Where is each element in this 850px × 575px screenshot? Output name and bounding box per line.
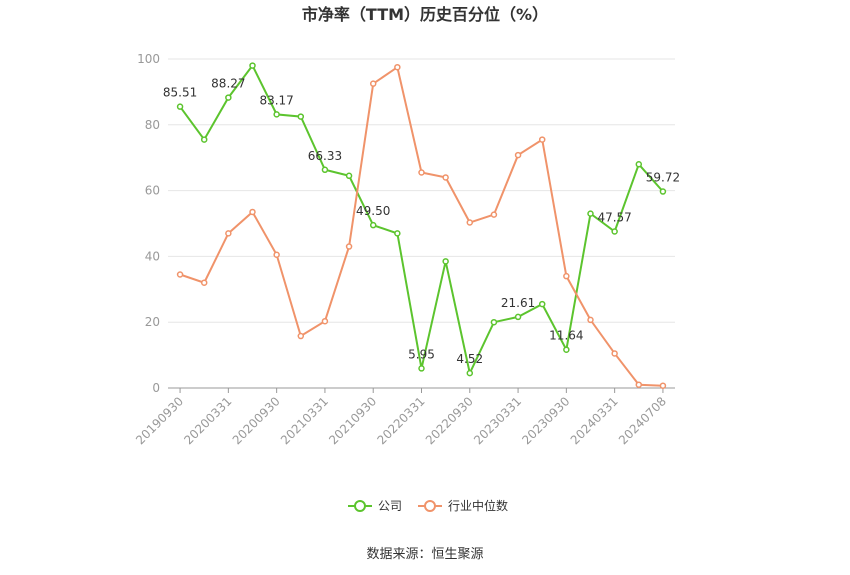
data-point: [659, 382, 667, 389]
data-label: 21.61: [501, 296, 535, 310]
chart-title: 市净率（TTM）历史百分位（%）: [302, 5, 548, 24]
data-point: [200, 279, 208, 286]
data-point: [200, 136, 208, 143]
data-point: [538, 136, 546, 143]
data-point: [345, 172, 353, 180]
data-point: [249, 208, 256, 216]
data-point: [490, 318, 498, 326]
data-point: [297, 332, 305, 340]
data-point: [418, 169, 425, 176]
data-label: 83.17: [259, 93, 293, 107]
data-point: [442, 258, 449, 265]
x-tick-label: 20210331: [278, 394, 331, 447]
data-point: [273, 251, 280, 259]
data-point: [490, 211, 498, 218]
legend-label: 行业中位数: [448, 498, 508, 513]
data-label: 85.51: [163, 86, 197, 100]
x-tick-label: 20210930: [326, 394, 379, 447]
data-label: 59.72: [646, 171, 680, 185]
data-point: [587, 316, 594, 324]
data-point: [611, 228, 618, 235]
series-line: [179, 65, 663, 387]
data-point: [442, 174, 449, 181]
x-tick-label: 20190930: [133, 394, 186, 447]
x-tick-label: 20200331: [181, 394, 234, 447]
data-point: [321, 317, 329, 325]
data-point: [466, 369, 474, 377]
data-point: [514, 313, 522, 321]
data-point: [587, 210, 594, 217]
y-tick-label: 20: [145, 315, 160, 329]
series-line: [179, 63, 664, 377]
y-tick-label: 60: [145, 184, 160, 198]
legend-item: 行业中位数: [418, 498, 508, 513]
data-point: [273, 111, 280, 118]
data-point: [635, 161, 643, 168]
data-label: 88.27: [211, 77, 245, 91]
data-label: 66.33: [308, 149, 342, 163]
data-point: [611, 350, 618, 357]
y-tick-label: 100: [137, 52, 160, 66]
x-tick-label: 20240331: [568, 394, 621, 447]
data-point: [659, 188, 667, 195]
legend-label: 公司: [378, 499, 402, 513]
data-label: 47.57: [597, 210, 631, 224]
x-tick-label: 20230331: [471, 394, 524, 447]
data-point: [225, 94, 232, 101]
data-point: [394, 230, 401, 237]
data-point: [418, 365, 425, 372]
data-point: [345, 243, 353, 250]
y-tick-label: 40: [145, 249, 160, 263]
x-tick-label: 20200930: [230, 394, 283, 447]
data-point: [563, 346, 570, 353]
data-label: 5.95: [408, 347, 435, 361]
data-point: [466, 219, 474, 226]
data-point: [514, 151, 522, 159]
data-point: [394, 63, 401, 71]
x-tick-label: 20220331: [375, 394, 428, 447]
legend-marker: [424, 500, 436, 512]
y-tick-label: 80: [145, 118, 160, 132]
data-point: [369, 221, 377, 229]
x-tick-label: 20230930: [519, 394, 572, 447]
legend-item: 公司: [348, 499, 402, 513]
data-point: [176, 103, 184, 110]
y-tick-label: 0: [152, 381, 160, 395]
x-tick-label: 20240708: [616, 394, 669, 447]
data-point: [369, 80, 377, 87]
data-point: [249, 62, 256, 69]
data-point: [635, 381, 643, 388]
x-tick-label: 20220930: [423, 394, 476, 447]
data-point: [176, 271, 184, 278]
data-point: [563, 272, 570, 280]
data-label: 4.52: [456, 352, 483, 366]
data-point: [538, 300, 546, 308]
data-label: 11.64: [549, 329, 583, 343]
source: 数据来源：恒生聚源: [366, 547, 483, 562]
legend-marker: [354, 500, 366, 512]
data-point: [321, 166, 329, 174]
data-point: [297, 113, 305, 120]
data-label: 49.50: [356, 204, 390, 218]
data-point: [225, 230, 232, 237]
